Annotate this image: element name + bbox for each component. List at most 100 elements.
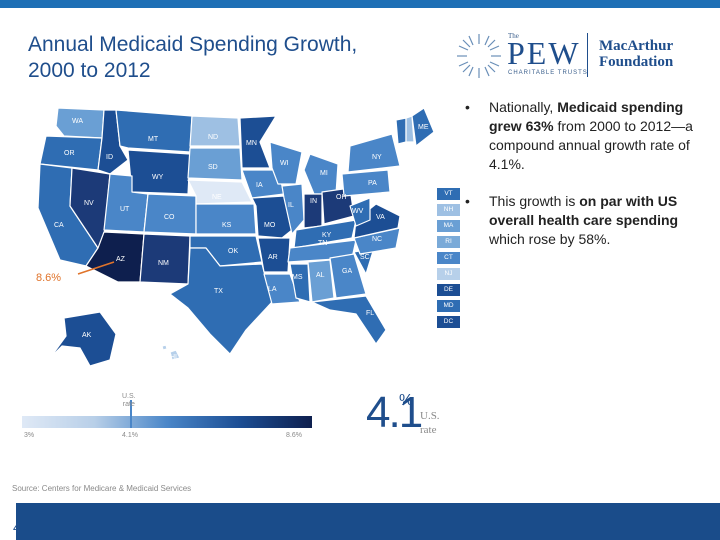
state-label-fl: FL — [366, 310, 375, 317]
state-nd — [189, 115, 241, 147]
pew-sunburst-icon — [457, 34, 501, 78]
arizona-callout: 8.6% — [36, 272, 62, 284]
state-label-ky: KY — [322, 232, 332, 239]
state-sd — [187, 147, 243, 181]
state-label-nc: NC — [372, 236, 383, 243]
state-box-nj: NJ — [437, 268, 460, 280]
color-scale-legend — [22, 416, 312, 428]
state-label-nv: NV — [84, 200, 94, 207]
title-line-2: 2000 to 2012 — [28, 59, 151, 82]
state-box-ct: CT — [437, 252, 460, 264]
state-label-mi: MI — [320, 170, 328, 177]
us-spending-map: WA OR CA ID NV MT WY UT AZ CO NM ND SD N… — [20, 98, 460, 378]
state-la — [263, 273, 301, 305]
state-label-ca: CA — [54, 222, 64, 229]
state-label-ok: OK — [228, 248, 239, 255]
state-box-ri: RI — [437, 236, 460, 248]
state-mt — [115, 109, 193, 153]
source-note: Source: Centers for Medicare & Medicaid … — [12, 484, 192, 493]
state-hi — [169, 349, 181, 361]
bullet-item: • This growth is on par with US overall … — [465, 193, 679, 247]
bullet-list: • Nationally, Medicaid spending grew 63%… — [463, 98, 713, 267]
state-label-ny: NY — [372, 154, 382, 161]
headline-rate: 4.1 — [366, 388, 423, 437]
legend-max-label: 8.6% — [286, 432, 302, 439]
bullet-item: • Nationally, Medicaid spending grew 63%… — [465, 99, 693, 172]
partner-logos: The PEW CHARITABLE TRUSTS MacArthur Foun… — [455, 30, 705, 82]
state-wi — [269, 141, 303, 185]
us-rate-marker — [130, 400, 132, 428]
state-me — [411, 107, 435, 147]
title-line-1: Annual Medicaid Spending Growth, — [28, 33, 358, 56]
state-label-wi: WI — [280, 160, 289, 167]
state-ar — [257, 237, 291, 273]
footer-bar — [0, 503, 720, 540]
state-label-ms: MS — [292, 274, 303, 281]
state-label-sc: SC — [360, 254, 370, 261]
slide-title: Annual Medicaid Spending Growth, 2000 to… — [28, 32, 448, 84]
state-label-tn: TN — [318, 240, 328, 247]
state-label-mn: MN — [246, 140, 257, 147]
state-ms — [289, 263, 311, 303]
state-label-al: AL — [316, 272, 325, 279]
state-label-in: IN — [310, 198, 317, 205]
state-label-me: ME — [418, 124, 429, 131]
state-label-ut: UT — [120, 206, 130, 213]
state-box-md: MD — [437, 300, 460, 312]
state-ks — [195, 203, 257, 235]
state-label-mo: MO — [264, 222, 276, 229]
state-box-de: DE — [437, 284, 460, 296]
state-nh — [405, 115, 415, 143]
arizona-callout-line — [77, 261, 115, 275]
macarthur-wordmark: MacArthur — [599, 38, 674, 54]
state-label-az: AZ — [116, 256, 125, 263]
headline-rate-label-1: U.S. — [420, 410, 440, 422]
legend-us-rate-label: U.S. rate — [122, 393, 136, 408]
state-label-sd: SD — [208, 164, 218, 171]
state-ne — [187, 179, 253, 205]
state-label-ga: GA — [342, 268, 353, 275]
state-label-wa: WA — [72, 118, 84, 125]
pew-wordmark: PEW — [507, 35, 581, 71]
state-label-wv: WV — [352, 208, 364, 215]
state-box-vt: VT — [437, 188, 460, 200]
state-box-dc: DC — [437, 316, 460, 328]
state-al — [307, 259, 335, 303]
state-label-oh: OH — [336, 194, 347, 201]
foundation-wordmark: Foundation — [599, 54, 674, 70]
state-label-mt: MT — [148, 136, 159, 143]
state-box-nh: NH — [437, 204, 460, 216]
state-label-co: CO — [164, 214, 175, 221]
state-tx — [169, 247, 273, 355]
legend-min-label: 3% — [24, 432, 35, 439]
state-ak — [49, 311, 117, 367]
state-label-tx: TX — [214, 288, 223, 295]
state-wv — [349, 197, 371, 227]
state-box-ma: MA — [437, 220, 460, 232]
logo-divider — [587, 33, 588, 77]
state-label-ar: AR — [268, 254, 278, 261]
legend-mid-label: 4.1% — [122, 432, 138, 439]
state-label-pa: PA — [368, 180, 377, 187]
state-label-la: LA — [268, 286, 277, 293]
state-label-or: OR — [64, 150, 75, 157]
bullet-dot-icon: • — [465, 99, 470, 115]
page-number: 4 — [13, 520, 21, 535]
state-pa — [341, 169, 391, 197]
bullet-dot-icon: • — [465, 193, 470, 209]
state-il — [281, 183, 305, 235]
state-label-va: VA — [376, 214, 385, 221]
state-label-wy: WY — [152, 174, 164, 181]
pew-the-label: The — [508, 32, 519, 40]
state-ky — [293, 219, 357, 249]
pew-subtitle: CHARITABLE TRUSTS — [508, 70, 588, 76]
state-label-ak: AK — [82, 332, 92, 339]
state-label-ks: KS — [222, 222, 232, 229]
state-label-id: ID — [106, 154, 113, 161]
state-fl — [311, 295, 387, 345]
state-label-ne: NE — [212, 194, 222, 201]
headline-rate-percent: % — [399, 392, 414, 409]
state-hi-2 — [161, 344, 168, 351]
state-label-il: IL — [288, 202, 294, 209]
state-mn — [239, 115, 277, 169]
